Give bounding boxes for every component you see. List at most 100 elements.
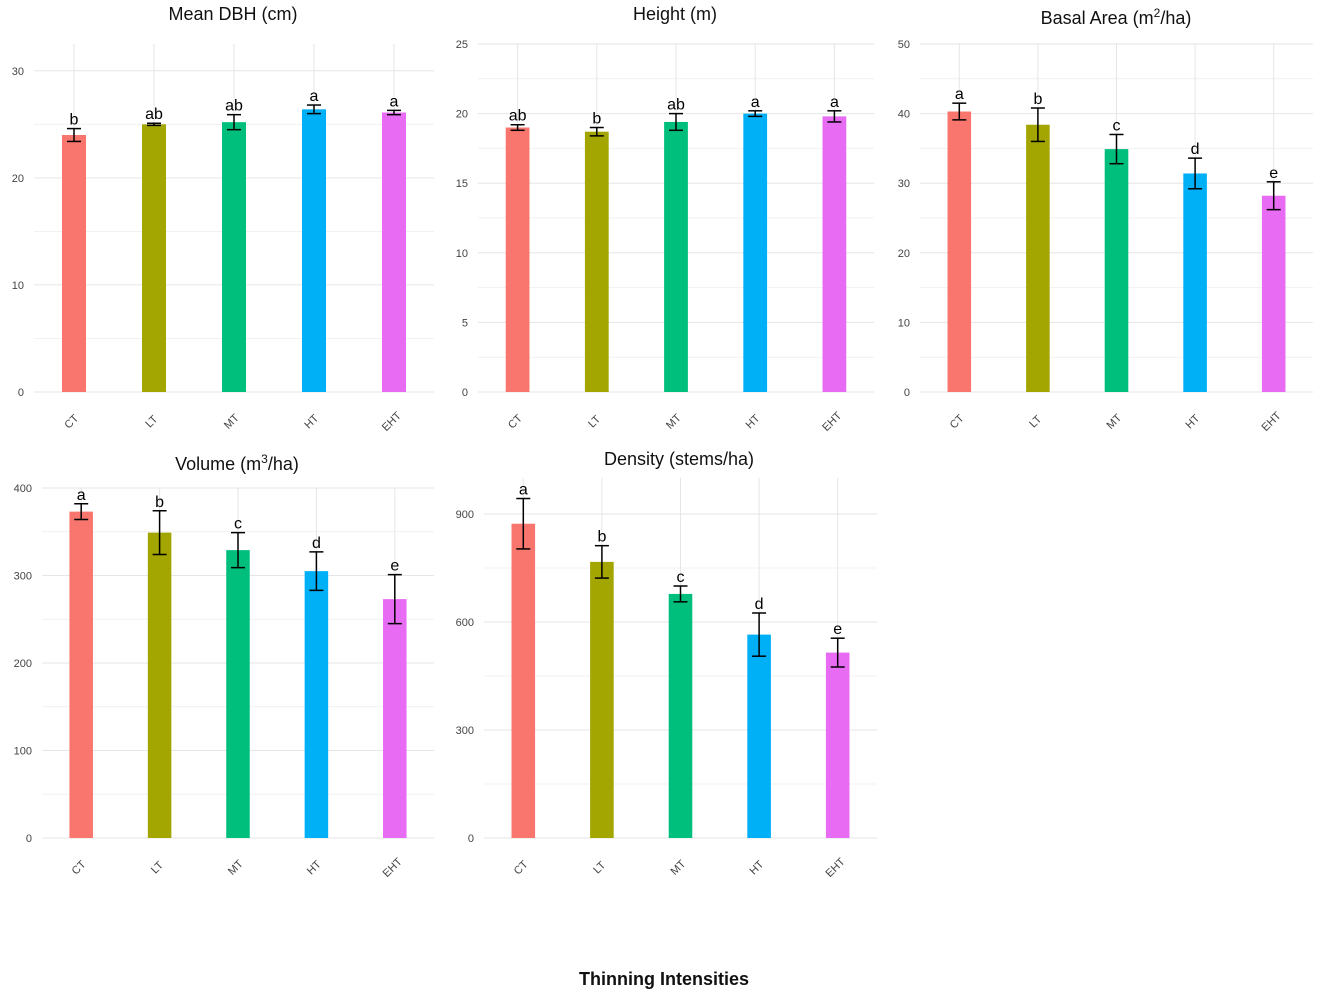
significance-label: b <box>1033 91 1042 108</box>
x-tick-label: CT <box>70 858 89 877</box>
y-tick-label: 10 <box>12 280 24 292</box>
bar-ct <box>947 111 972 393</box>
chart-title: Density (stems/ha) <box>604 449 754 469</box>
y-tick-label: 900 <box>456 509 474 521</box>
x-tick-label: CT <box>506 412 525 431</box>
x-tick-label: LT <box>1027 413 1044 430</box>
y-tick-label: 400 <box>14 483 32 495</box>
significance-label: a <box>519 482 528 499</box>
x-tick-label: HT <box>744 412 763 431</box>
significance-label: c <box>677 569 685 586</box>
y-tick-label: 300 <box>456 725 474 737</box>
y-tick-label: 0 <box>904 387 910 399</box>
x-tick-label: MT <box>669 858 689 878</box>
y-tick-label: 0 <box>462 387 468 399</box>
y-tick-label: 30 <box>12 66 24 78</box>
chart-title: Basal Area (m2/ha) <box>1041 6 1192 28</box>
bar-eht <box>382 112 406 392</box>
y-tick-label: 100 <box>14 746 32 758</box>
x-tick-label: EHT <box>820 410 844 434</box>
x-tick-label: HT <box>305 858 324 877</box>
bar-ht <box>1183 173 1207 392</box>
panel-2: 0 5 10 15 20 25 ab CT b LT ab MT a HT a EHT Height (m) <box>456 4 874 434</box>
x-tick-label: MT <box>1105 412 1125 432</box>
panel-3: 0 10 20 30 40 50 a CT b LT c MT d HT e EHT Basal Area (m… <box>898 6 1313 434</box>
x-tick-label: EHT <box>380 410 404 434</box>
significance-label: a <box>77 487 86 504</box>
bar-lt <box>142 124 166 393</box>
bar-lt <box>1026 124 1050 393</box>
significance-label: d <box>1191 141 1200 158</box>
bar-ct <box>511 523 536 838</box>
x-tick-label: LT <box>149 859 166 876</box>
x-tick-label: LT <box>143 413 160 430</box>
y-tick-label: 25 <box>456 39 468 51</box>
y-tick-label: 300 <box>14 571 32 583</box>
bar-ct <box>505 127 530 393</box>
x-tick-label: EHT <box>824 856 848 880</box>
significance-label: ab <box>225 98 243 115</box>
bar-ht <box>304 571 329 838</box>
bar-ct <box>62 135 86 392</box>
significance-label: ab <box>667 97 685 114</box>
significance-label: a <box>390 93 399 110</box>
chart-title: Height (m) <box>633 4 717 24</box>
y-tick-label: 0 <box>18 387 24 399</box>
significance-label: b <box>592 111 601 128</box>
x-tick-label: CT <box>62 412 81 431</box>
y-tick-label: 10 <box>456 248 468 260</box>
panel-4: 0 100 200 300 400 a CT b LT c MT d HT e EHT Volume (m3/… <box>14 452 434 880</box>
x-tick-label: MT <box>222 412 242 432</box>
bar-ht <box>747 634 771 838</box>
y-tick-label: 5 <box>462 317 468 329</box>
significance-label: a <box>955 86 964 103</box>
x-tick-label: LT <box>591 859 608 876</box>
x-tick-label: MT <box>664 412 684 432</box>
x-tick-label: CT <box>948 412 967 431</box>
y-tick-label: 0 <box>468 833 474 845</box>
y-tick-label: 50 <box>898 39 910 51</box>
x-tick-label: HT <box>302 412 321 431</box>
significance-label: b <box>597 529 606 546</box>
bar-mt <box>668 593 693 838</box>
significance-label: ab <box>509 108 527 125</box>
x-tick-label: HT <box>748 858 767 877</box>
chart-title: Mean DBH (cm) <box>168 4 297 24</box>
y-tick-label: 20 <box>898 248 910 260</box>
significance-label: c <box>234 516 242 533</box>
significance-label: b <box>155 494 164 511</box>
x-tick-label: HT <box>1184 412 1203 431</box>
bar-eht <box>825 652 850 838</box>
significance-label: e <box>390 558 399 575</box>
bar-eht <box>383 599 407 838</box>
x-tick-label: EHT <box>381 856 405 880</box>
bar-mt <box>222 122 246 393</box>
significance-label: e <box>833 621 842 638</box>
significance-label: ab <box>145 106 163 123</box>
x-tick-label: LT <box>586 413 603 430</box>
bar-eht <box>1261 195 1286 392</box>
bar-ct <box>69 511 93 838</box>
bar-lt <box>584 131 609 393</box>
y-tick-label: 600 <box>456 617 474 629</box>
bar-ht <box>743 113 768 392</box>
bar-mt <box>1104 149 1129 392</box>
x-tick-label: EHT <box>1260 410 1284 434</box>
panel-1: 0 10 20 30 b CT ab LT ab MT a HT a EHT Mean DBH (cm) <box>12 4 434 434</box>
y-tick-label: 0 <box>26 833 32 845</box>
y-tick-label: 30 <box>898 178 910 190</box>
x-tick-label: MT <box>226 858 246 878</box>
y-tick-label: 20 <box>12 173 24 185</box>
bar-lt <box>590 561 614 838</box>
significance-label: b <box>70 112 79 129</box>
y-tick-label: 200 <box>14 658 32 670</box>
chart-title: Volume (m3/ha) <box>175 452 299 474</box>
bar-ht <box>302 109 326 392</box>
significance-label: d <box>755 596 764 613</box>
significance-label: c <box>1113 117 1121 134</box>
bar-eht <box>822 116 847 392</box>
bar-lt <box>147 532 172 838</box>
y-tick-label: 20 <box>456 109 468 121</box>
significance-label: a <box>310 88 319 105</box>
